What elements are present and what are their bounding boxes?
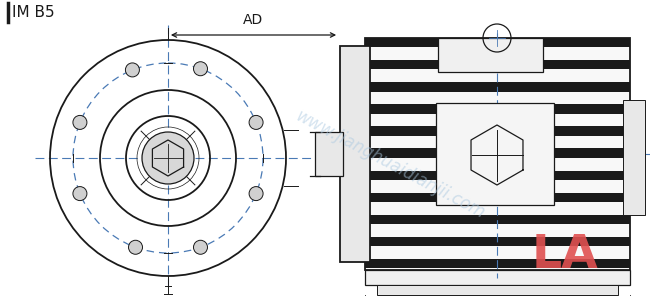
Bar (438, 38, 543, 72)
Bar (365, 237, 630, 246)
Circle shape (249, 115, 263, 129)
Bar (340, 46, 370, 262)
Circle shape (73, 115, 87, 129)
Bar (365, 104, 630, 114)
Circle shape (194, 62, 207, 76)
Bar (377, 285, 618, 295)
Bar (365, 82, 630, 91)
Bar (365, 170, 630, 180)
Bar (365, 60, 630, 70)
Bar (436, 103, 554, 205)
Bar (623, 100, 645, 215)
Bar (365, 259, 630, 268)
Bar (365, 126, 630, 136)
Circle shape (249, 186, 263, 201)
Circle shape (142, 132, 194, 184)
Bar (365, 270, 630, 285)
Circle shape (129, 240, 142, 254)
Circle shape (125, 63, 139, 77)
Bar (365, 215, 630, 224)
Text: LA: LA (532, 233, 599, 278)
Circle shape (194, 240, 207, 254)
Bar (365, 38, 630, 270)
Text: IM B5: IM B5 (12, 5, 55, 20)
Bar (315, 132, 343, 176)
Text: www.jianghuaidianjii.com: www.jianghuaidianjii.com (292, 107, 488, 223)
Bar (365, 149, 630, 158)
Bar (365, 38, 630, 47)
Circle shape (73, 186, 87, 201)
Bar (365, 193, 630, 202)
Text: AD: AD (243, 13, 264, 27)
